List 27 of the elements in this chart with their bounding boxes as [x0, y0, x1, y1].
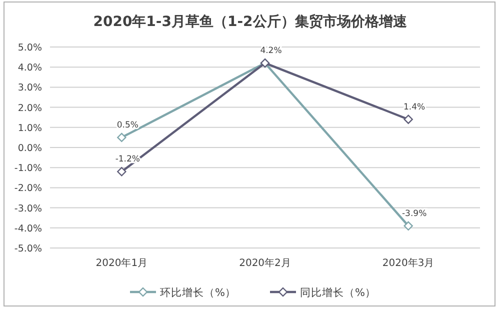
y-tick-label: 4.0%: [18, 62, 42, 74]
point: [117, 132, 126, 142]
legend-item: 同比增长（%）: [270, 287, 376, 299]
legend-label: 环比增长（%）: [160, 286, 236, 299]
data-label: 1.4%: [404, 102, 426, 112]
y-tick-label: -4.0%: [14, 223, 42, 234]
data-label: 4.2%: [260, 46, 282, 56]
y-tick-label: -2.0%: [14, 183, 42, 194]
point: [404, 221, 413, 230]
legend-item: 环比增长（%）: [130, 287, 236, 299]
x-tick-label: 2020年3月: [382, 257, 434, 269]
point: [117, 167, 126, 176]
x-tick-label: 2020年1月: [96, 257, 148, 269]
y-tick-label: -1.0%: [14, 163, 42, 174]
point: [404, 114, 413, 124]
y-tick-label: 3.0%: [18, 82, 42, 94]
y-tick-label: 2.0%: [18, 102, 42, 114]
y-tick-label: 5.0%: [18, 42, 42, 54]
legend-label: 同比增长（%）: [300, 286, 376, 299]
y-tick-label: 1.0%: [18, 122, 42, 134]
y-tick-label: 0.0%: [18, 143, 42, 154]
chart-title: 2020年1-3月草鱼（1-2公斤）集贸市场价格增速: [93, 13, 408, 30]
data-label: 0.5%: [116, 120, 138, 130]
data-label: -3.9%: [402, 208, 427, 219]
x-tick-label: 2020年2月: [239, 257, 291, 269]
y-tick-label: -5.0%: [14, 244, 42, 254]
y-tick-label: -3.0%: [14, 203, 42, 214]
